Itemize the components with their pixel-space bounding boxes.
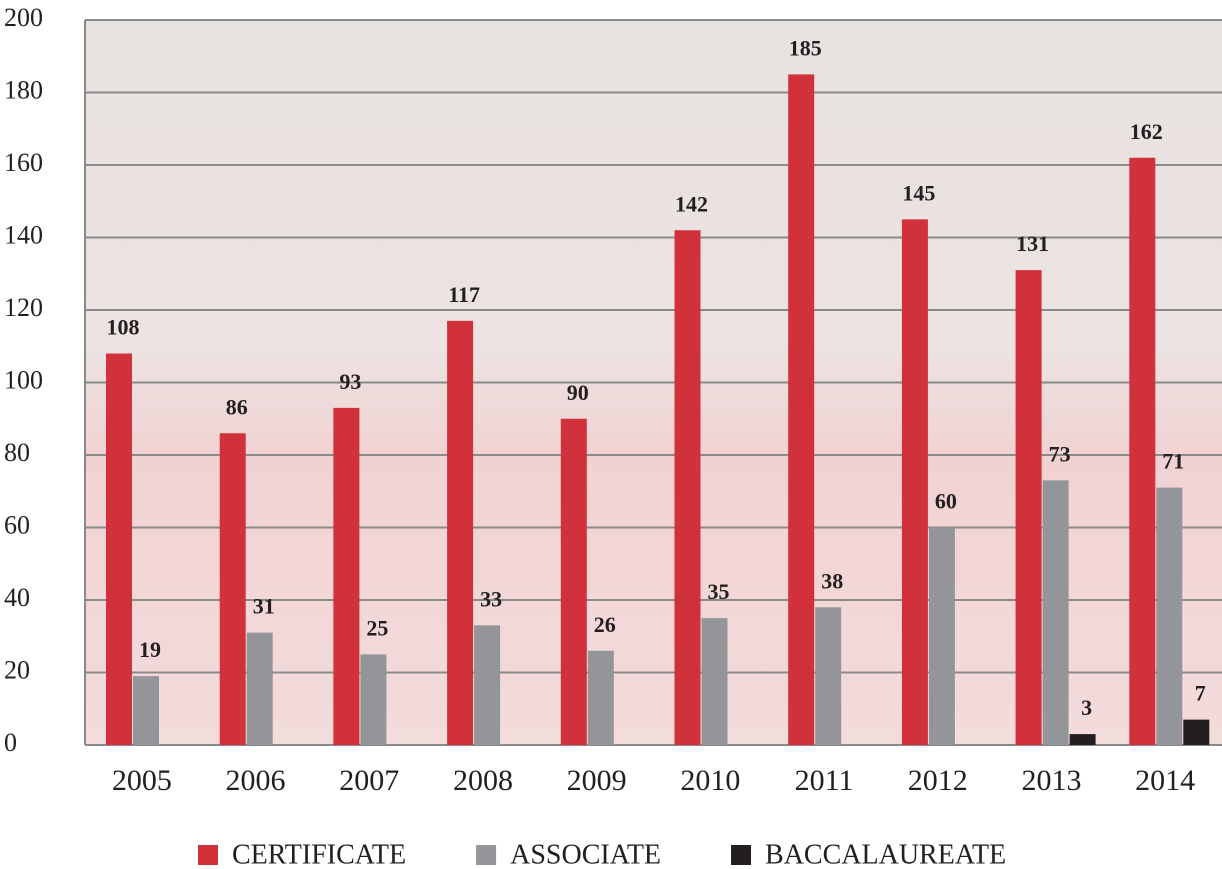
bar bbox=[106, 353, 132, 745]
bar bbox=[815, 607, 842, 745]
bar bbox=[674, 230, 701, 745]
value-label: 38 bbox=[821, 568, 843, 593]
y-tick-label: 20 bbox=[4, 655, 30, 684]
value-label: 25 bbox=[366, 615, 388, 640]
x-tick-label: 2013 bbox=[1021, 764, 1081, 797]
value-label: 145 bbox=[902, 180, 935, 205]
legend-swatch bbox=[198, 845, 218, 865]
y-tick-label: 0 bbox=[4, 728, 17, 757]
bar bbox=[701, 618, 728, 745]
value-label: 19 bbox=[139, 637, 161, 662]
bar bbox=[560, 418, 587, 745]
bar bbox=[333, 407, 360, 745]
bar bbox=[246, 632, 273, 745]
legend-label: BACCALAUREATE bbox=[765, 839, 1006, 869]
value-label: 31 bbox=[253, 594, 275, 619]
value-label: 35 bbox=[708, 579, 730, 604]
legend-swatch bbox=[731, 845, 752, 865]
x-tick-label: 2012 bbox=[908, 764, 968, 797]
y-tick-label: 160 bbox=[4, 148, 43, 177]
value-label: 60 bbox=[935, 489, 957, 514]
y-tick-label: 200 bbox=[4, 3, 43, 32]
bar bbox=[901, 219, 928, 745]
y-tick-label: 120 bbox=[4, 293, 43, 322]
value-label: 162 bbox=[1130, 119, 1163, 144]
y-tick-label: 80 bbox=[4, 438, 30, 467]
bar bbox=[1156, 487, 1183, 745]
bar bbox=[1183, 719, 1210, 745]
x-tick-label: 2011 bbox=[795, 764, 854, 797]
value-label: 3 bbox=[1081, 695, 1092, 720]
legend-label: ASSOCIATE bbox=[510, 839, 661, 869]
value-label: 26 bbox=[594, 612, 616, 637]
bar bbox=[1069, 734, 1096, 745]
x-tick-label: 2006 bbox=[226, 764, 286, 797]
value-label: 73 bbox=[1049, 441, 1071, 466]
bar bbox=[1042, 480, 1069, 745]
value-label: 86 bbox=[226, 394, 248, 419]
x-tick-label: 2010 bbox=[680, 764, 740, 797]
value-label: 71 bbox=[1162, 449, 1184, 474]
x-tick-label: 2014 bbox=[1135, 764, 1195, 797]
value-label: 93 bbox=[339, 369, 361, 394]
bar bbox=[928, 527, 955, 745]
bar bbox=[447, 320, 474, 745]
bar bbox=[1129, 157, 1156, 745]
bar bbox=[360, 654, 387, 745]
y-tick-label: 180 bbox=[4, 75, 43, 104]
bar bbox=[219, 433, 246, 745]
y-tick-label: 100 bbox=[4, 365, 43, 394]
legend-swatch bbox=[476, 845, 497, 865]
value-label: 108 bbox=[107, 315, 140, 340]
value-label: 90 bbox=[567, 380, 589, 405]
value-label: 7 bbox=[1195, 681, 1206, 706]
value-label: 142 bbox=[675, 191, 708, 216]
x-tick-label: 2005 bbox=[112, 764, 172, 797]
bar bbox=[788, 74, 815, 745]
x-tick-label: 2009 bbox=[567, 764, 627, 797]
bar bbox=[133, 676, 159, 745]
bar bbox=[1015, 270, 1042, 745]
value-label: 117 bbox=[448, 282, 480, 307]
value-label: 185 bbox=[789, 35, 822, 60]
y-tick-label: 40 bbox=[4, 583, 30, 612]
value-label: 33 bbox=[480, 586, 502, 611]
x-tick-label: 2008 bbox=[453, 764, 513, 797]
x-tick-label: 2007 bbox=[339, 764, 399, 797]
bar bbox=[587, 650, 614, 745]
value-label: 131 bbox=[1016, 231, 1049, 256]
bar bbox=[474, 625, 501, 745]
y-tick-label: 140 bbox=[4, 220, 43, 249]
legend-label: CERTIFICATE bbox=[232, 839, 406, 869]
y-tick-label: 60 bbox=[4, 510, 30, 539]
